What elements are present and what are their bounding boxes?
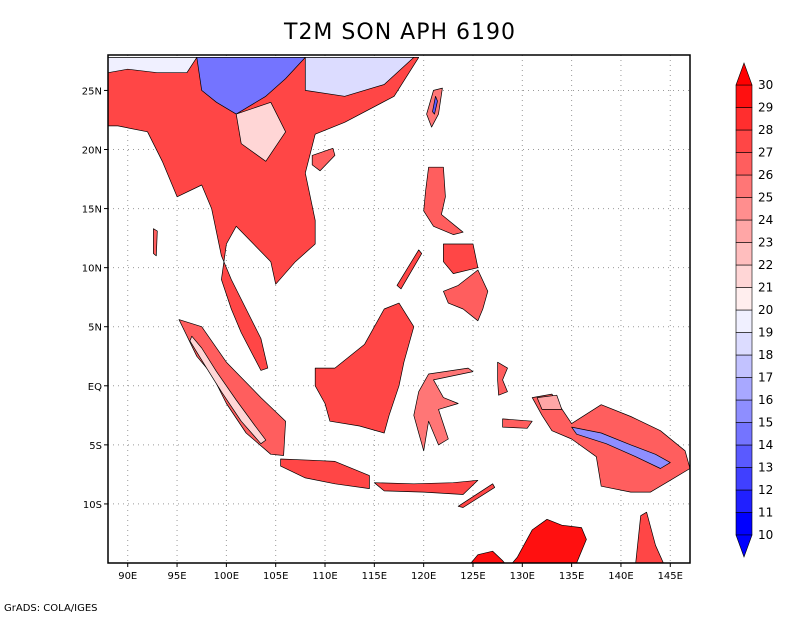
colorbar-label: 17 [758,371,773,385]
map-title: T2M SON APH 6190 [284,20,516,45]
x-tick-label: 110E [312,571,337,582]
land-region [314,302,415,434]
x-tick-label: 120E [411,571,436,582]
x-tick-label: 105E [263,571,288,582]
land-region [470,550,505,563]
x-tick-label: 90E [118,571,137,582]
colorbar-swatch [735,422,753,446]
land-region [153,228,158,257]
x-tick-label: 140E [608,571,633,582]
colorbar-swatch [735,354,753,378]
colorbar-swatch [735,309,753,333]
colorbar-over-arrow [735,62,753,86]
land-region [497,361,508,396]
land-region [502,418,533,429]
land-region [280,458,370,489]
colorbar-swatch [735,152,753,176]
colorbar-swatch [735,512,753,536]
colorbar-label: 18 [758,348,773,362]
colorbar-swatch [735,242,753,266]
land-region [396,249,423,290]
colorbar-label: 10 [758,528,773,542]
land-region [235,101,286,162]
y-tick-label: 10N [82,264,102,275]
y-tick-label: 5N [88,323,102,334]
colorbar-label: 25 [758,191,773,205]
colorbar-label: 13 [758,461,773,475]
colorbar-swatch [735,174,753,198]
y-tick-label: 10S [83,500,102,511]
temperature-map: 90E 95E 100E 105E 110E 115E 120E 125E 130E 135E 14… [82,54,773,582]
land-region [443,269,489,322]
axis-ticks: 90E 95E 100E 105E 110E 115E 120E 125E 130E 135E 14… [82,86,683,582]
y-tick-label: EQ [88,382,102,393]
colorbar-label: 12 [758,483,773,497]
colorbar-swatch [735,489,753,513]
land-region [108,57,420,371]
colorbar-label: 27 [758,146,773,160]
land-region [311,147,336,172]
colorbar-swatch [735,219,753,243]
y-tick-label: 15N [82,205,102,216]
colorbar-under-arrow [735,534,753,558]
colorbar-label: 29 [758,101,773,115]
colorbar-label: 11 [758,506,773,520]
colorbar-swatch [735,107,753,131]
land-region [189,335,267,445]
colorbar-swatch [735,444,753,468]
land-region [196,57,306,115]
colorbar-swatch [735,332,753,356]
colorbar-label: 24 [758,213,773,227]
colorbar-label: 19 [758,326,773,340]
colorbar-swatch [735,197,753,221]
land-region [512,518,587,563]
x-tick-label: 145E [658,571,683,582]
x-tick-label: 115E [362,571,387,582]
land-region [571,426,671,469]
land-region [413,367,474,452]
colorbar-label: 20 [758,303,773,317]
x-tick-label: 95E [168,571,187,582]
y-tick-label: 20N [82,146,102,157]
colorbar-label: 16 [758,393,773,407]
colorbar-swatch [735,84,753,108]
land-region [536,394,563,410]
x-tick-label: 100E [214,571,239,582]
colorbar-label: 21 [758,281,773,295]
colorbar-label: 15 [758,416,773,430]
y-tick-label: 25N [82,86,102,97]
credit-label: GrADS: COLA/IGES [4,603,98,614]
land-region [443,243,479,274]
y-tick-label: 5S [89,441,102,452]
land-region [108,57,198,74]
colorbar-swatch [735,129,753,153]
land-region [457,483,496,508]
colorbar-label: 22 [758,258,773,272]
colorbar: 10 11 12 13 14 15 16 17 18 19 20 21 22 23 24 25 26 27 28 29… [735,62,773,558]
land-region [373,479,479,495]
x-tick-label: 130E [510,571,535,582]
land-regions [108,57,690,563]
land-region [432,95,438,115]
colorbar-swatch [735,377,753,401]
colorbar-label: 28 [758,123,773,137]
colorbar-swatch [735,467,753,491]
colorbar-label: 30 [758,78,773,92]
colorbar-label: 14 [758,438,773,452]
x-tick-label: 135E [559,571,584,582]
land-region [635,511,664,563]
x-tick-label: 125E [460,571,485,582]
colorbar-swatch [735,287,753,311]
colorbar-swatch [735,399,753,423]
colorbar-label: 26 [758,168,773,182]
map-frame [107,54,691,564]
land-region [423,166,464,235]
colorbar-label: 23 [758,236,773,250]
land-region [304,57,415,97]
colorbar-swatch [735,264,753,288]
